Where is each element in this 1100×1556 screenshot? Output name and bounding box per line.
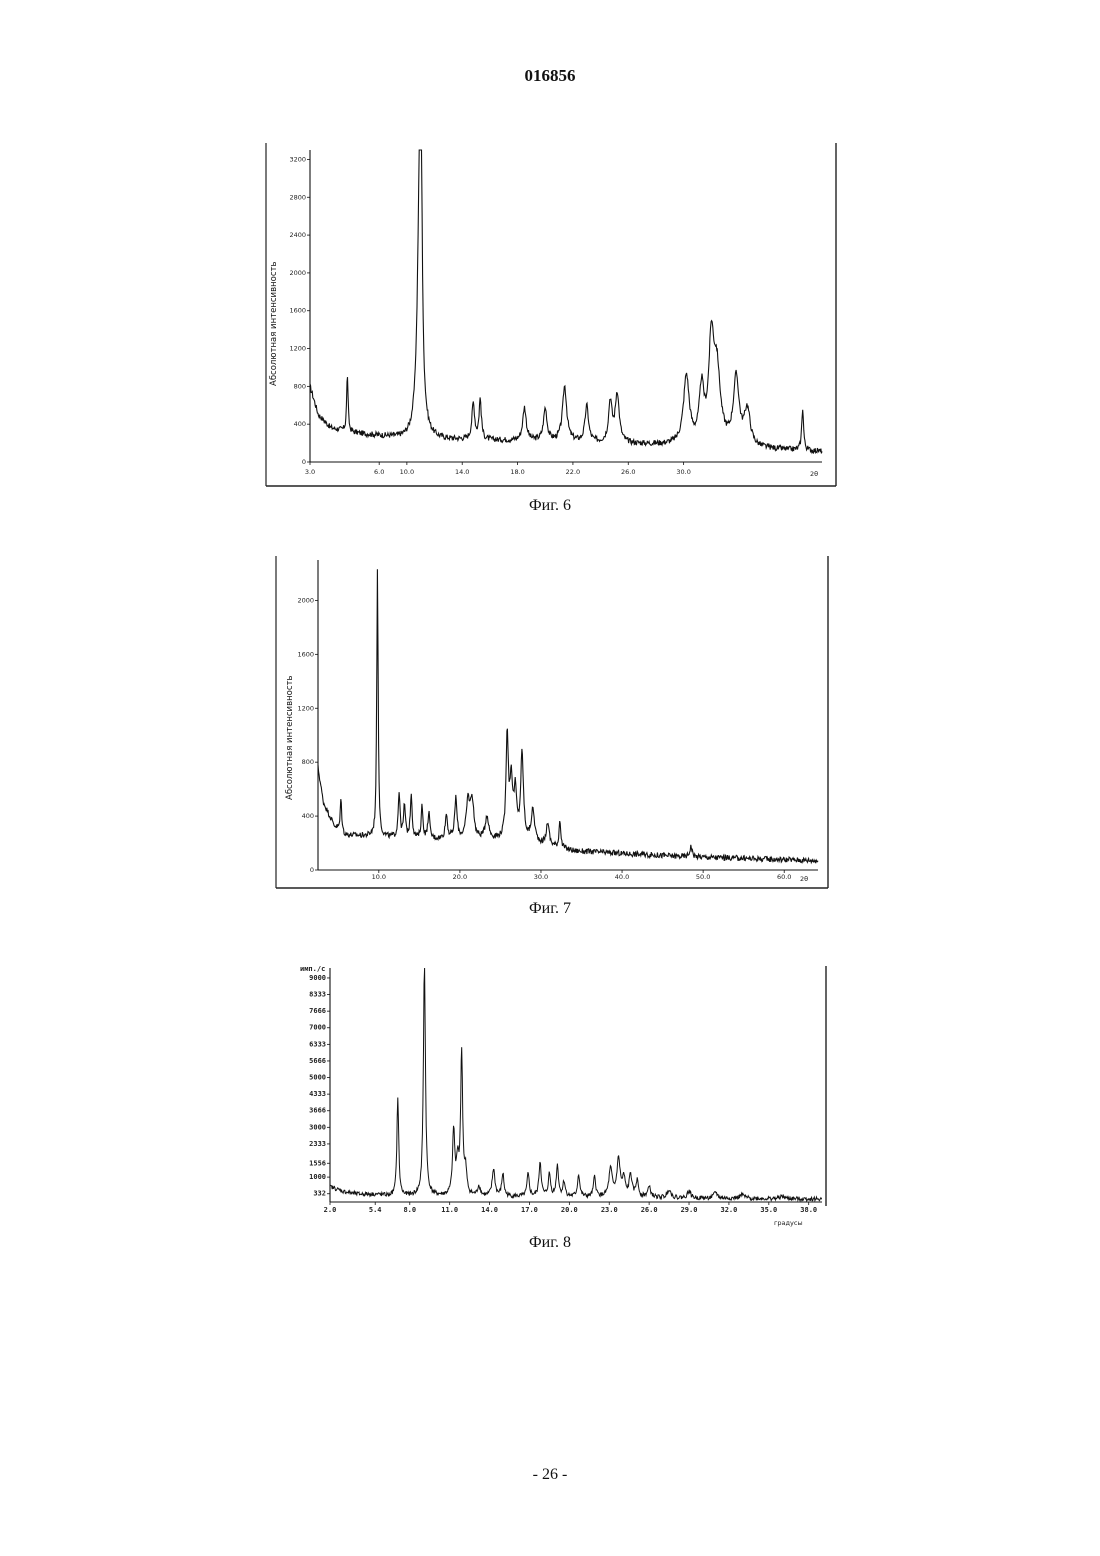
x-tick-label: 2.0 [324, 1206, 337, 1214]
page-number: - 26 - [0, 1466, 1100, 1484]
x-tick-label: 5.4 [369, 1206, 382, 1214]
x-axis-unit-label: градусы [774, 1219, 803, 1227]
y-tick-label: 3666 [309, 1107, 326, 1115]
x-tick-label: 8.0 [403, 1206, 416, 1214]
y-tick-label: 5000 [309, 1074, 326, 1082]
x-tick-label: 17.0 [521, 1206, 538, 1214]
x-tick-label: 26.0 [641, 1206, 658, 1214]
y-tick-label: 4333 [309, 1090, 326, 1098]
x-tick-label: 14.0 [481, 1206, 498, 1214]
x-tick-label: 29.0 [681, 1206, 698, 1214]
x-tick-label: 32.0 [720, 1206, 737, 1214]
figure-caption-8: Фиг. 8 [0, 1234, 1100, 1252]
x-tick-label: 38.0 [800, 1206, 817, 1214]
x-tick-label: 20.0 [561, 1206, 578, 1214]
chart-ticks: 332 1000 1556 2333 3000 3666 4333 5000 5666 6333 7… [309, 974, 817, 1214]
x-tick-label: 23.0 [601, 1206, 618, 1214]
y-tick-label: 332 [313, 1190, 326, 1198]
y-tick-label: 6333 [309, 1040, 326, 1048]
y-axis-unit-label: имп./с [300, 965, 325, 973]
chart-series-line [330, 968, 822, 1201]
y-tick-label: 2333 [309, 1140, 326, 1148]
y-tick-label: 5666 [309, 1057, 326, 1065]
x-tick-label: 11.0 [441, 1206, 458, 1214]
y-tick-label: 1000 [309, 1173, 326, 1181]
chart-frame [330, 966, 826, 1206]
y-tick-label: 7666 [309, 1007, 326, 1015]
y-tick-label: 7000 [309, 1024, 326, 1032]
x-tick-label: 35.0 [760, 1206, 777, 1214]
y-tick-label: 1556 [309, 1159, 326, 1167]
y-tick-label: 3000 [309, 1123, 326, 1131]
y-tick-label: 9000 [309, 974, 326, 982]
y-tick-label: 8333 [309, 991, 326, 999]
